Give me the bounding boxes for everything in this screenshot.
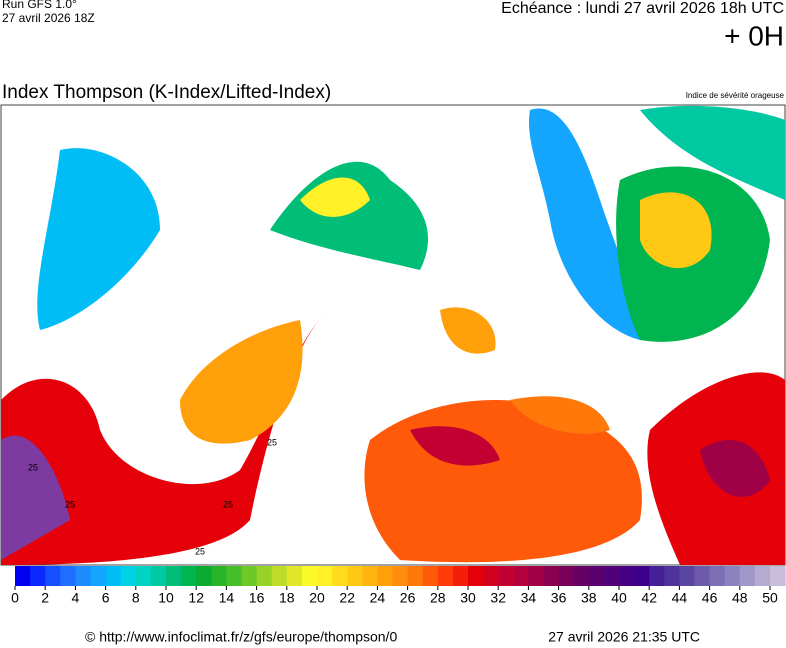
tick-label: 36 xyxy=(551,590,567,606)
color-cell xyxy=(543,566,560,586)
tick-label: 26 xyxy=(400,590,416,606)
color-cell xyxy=(739,566,756,586)
color-cell xyxy=(211,566,227,586)
color-cell xyxy=(286,566,303,586)
color-cell xyxy=(301,566,318,586)
color-cell xyxy=(619,566,635,586)
color-cell xyxy=(770,566,786,586)
color-cell xyxy=(437,566,454,586)
color-cell xyxy=(513,566,529,586)
contour-label: 25 xyxy=(267,437,277,447)
color-cell xyxy=(30,566,46,586)
tick-label: 40 xyxy=(611,590,627,606)
tick-label: 10 xyxy=(158,590,174,606)
color-cell xyxy=(694,566,711,586)
tick-label: 48 xyxy=(732,590,748,606)
tick-label: 28 xyxy=(430,590,446,606)
map xyxy=(0,104,786,566)
run-label: Run GFS 1.0° xyxy=(2,0,77,11)
color-cell xyxy=(90,566,107,586)
colorbar: 0 2 4 6 8 10 12 14 16 18 20 22 24 26 28 30 32 34 36 38 40 42 4… xyxy=(11,566,786,606)
tick-label: 50 xyxy=(762,590,778,606)
color-cell xyxy=(468,566,484,586)
tick-label: 0 xyxy=(11,590,19,606)
tick-label: 2 xyxy=(41,590,49,606)
color-cell xyxy=(347,566,363,586)
tick-label: 16 xyxy=(249,590,265,606)
color-cell xyxy=(649,566,665,586)
color-cell xyxy=(226,566,242,586)
color-cell xyxy=(15,566,31,586)
color-cell xyxy=(498,566,514,586)
footer-date: 27 avril 2026 21:35 UTC xyxy=(548,629,700,645)
color-cell xyxy=(105,566,122,586)
color-cell xyxy=(634,566,650,586)
tick-label: 42 xyxy=(641,590,657,606)
color-cell xyxy=(422,566,439,586)
tick-label: 22 xyxy=(339,590,355,606)
color-cell xyxy=(362,566,378,586)
color-cell xyxy=(45,566,61,586)
color-cell xyxy=(558,566,575,586)
tick-label: 12 xyxy=(188,590,204,606)
contour-label: 25 xyxy=(65,499,75,509)
tick-label: 30 xyxy=(460,590,476,606)
tick-label: 18 xyxy=(279,590,295,606)
color-cell xyxy=(407,566,424,586)
color-cell xyxy=(332,566,348,586)
color-cell xyxy=(588,566,605,586)
map-subtitle: Indice de sévérité orageuse xyxy=(686,91,785,100)
offset: + 0H xyxy=(724,20,784,51)
tick-label: 6 xyxy=(102,590,110,606)
tick-label: 20 xyxy=(309,590,325,606)
color-cell xyxy=(135,566,152,586)
contour-label: 25 xyxy=(223,499,233,509)
color-cell xyxy=(392,566,409,586)
color-cell xyxy=(120,566,137,586)
color-cell xyxy=(452,566,469,586)
color-cell xyxy=(573,566,590,586)
color-cell xyxy=(317,566,333,586)
color-cell xyxy=(679,566,695,586)
echeance: Echéance : lundi 27 avril 2026 18h UTC xyxy=(501,0,784,17)
color-cell xyxy=(60,566,76,586)
footer-url: © http://www.infoclimat.fr/z/gfs/europe/… xyxy=(85,629,397,645)
tick-label: 38 xyxy=(581,590,597,606)
tick-label: 24 xyxy=(370,590,386,606)
tick-label: 44 xyxy=(672,590,688,606)
color-cell xyxy=(241,566,258,586)
tick-label: 34 xyxy=(521,590,537,606)
contour-label: 25 xyxy=(28,462,38,472)
color-cell xyxy=(754,566,771,586)
color-cell xyxy=(150,566,167,586)
color-cell xyxy=(724,566,741,586)
run-date: 27 avril 2026 18Z xyxy=(2,11,95,25)
color-cell xyxy=(709,566,726,586)
tick-label: 32 xyxy=(490,590,506,606)
tick-label: 14 xyxy=(219,590,235,606)
color-cell xyxy=(483,566,499,586)
map-title: Index Thompson (K-Index/Lifted-Index) xyxy=(2,82,331,103)
color-cell xyxy=(603,566,620,586)
color-cell xyxy=(528,566,544,586)
color-cell xyxy=(196,566,212,586)
color-cell xyxy=(181,566,197,586)
color-cell xyxy=(166,566,182,586)
tick-label: 46 xyxy=(702,590,718,606)
color-cell xyxy=(271,566,288,586)
tick-label: 8 xyxy=(132,590,140,606)
color-cell xyxy=(256,566,273,586)
color-cell xyxy=(75,566,91,586)
tick-label: 4 xyxy=(72,590,80,606)
contour-label: 25 xyxy=(195,546,205,556)
color-cell xyxy=(664,566,680,586)
color-cell xyxy=(377,566,393,586)
